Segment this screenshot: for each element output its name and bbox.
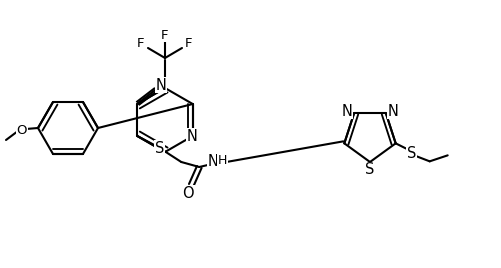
Text: H: H (217, 154, 226, 168)
Text: N: N (186, 128, 197, 143)
Text: F: F (137, 36, 144, 50)
Text: S: S (406, 146, 415, 161)
Text: F: F (161, 28, 168, 42)
Text: O: O (182, 185, 194, 200)
Text: S: S (365, 162, 374, 177)
Text: F: F (185, 36, 192, 50)
Text: S: S (154, 140, 164, 155)
Text: N: N (387, 104, 397, 119)
Text: N: N (341, 104, 352, 119)
Text: O: O (17, 124, 27, 136)
Text: N: N (207, 154, 218, 169)
Text: N: N (155, 77, 166, 92)
